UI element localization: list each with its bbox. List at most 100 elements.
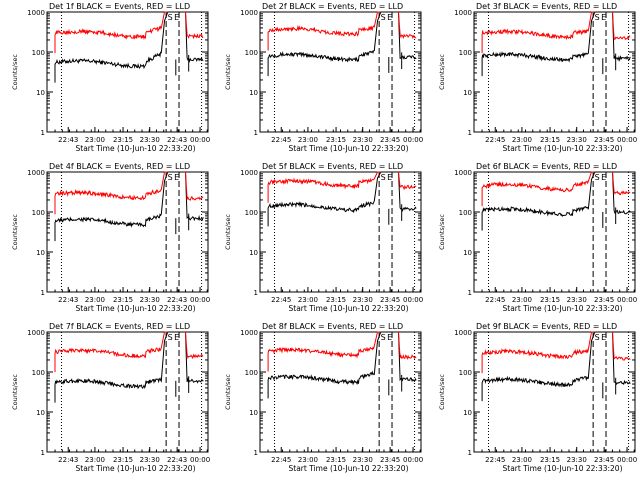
series-events-line [267, 11, 382, 77]
series-lld-after-line [398, 171, 417, 191]
x-tick-label: 23:15 [326, 456, 346, 464]
marker-e: E [601, 13, 606, 22]
panel-det-6: Det 6f BLACK = Events, RED = LLD 1 10 100 10… [438, 162, 637, 313]
y-tick-label: 100 [245, 369, 258, 377]
x-tick-label: 00:00 [190, 136, 210, 144]
x-tick-label: 22:45 [485, 136, 505, 144]
y-axis-label: Counts/sec [224, 374, 232, 410]
series-lld-after-line [185, 171, 204, 201]
x-tick-label: 00:00 [617, 456, 637, 464]
series-lld-line [267, 331, 381, 372]
x-tick-label: 22:43 [58, 136, 78, 144]
series-lld-line [481, 11, 595, 54]
marker-e: E [387, 13, 392, 22]
y-tick-label: 1 [254, 289, 258, 297]
x-tick-label: 23:15 [113, 136, 133, 144]
x-tick-label: 23:15 [113, 296, 133, 304]
y-tick-label: 1000 [240, 9, 258, 17]
marker-e: E [174, 13, 179, 22]
marker-s: S [168, 173, 173, 182]
x-tick-label: 23:15 [540, 456, 560, 464]
y-tick-label: 100 [459, 209, 472, 217]
series-lld-line [267, 171, 381, 203]
x-tick-label: 00:00 [403, 136, 423, 144]
series-events-after-line [612, 11, 631, 62]
series-lld-line [481, 331, 595, 374]
x-tick-label: 23:30 [567, 456, 587, 464]
y-tick-label: 10 [36, 89, 45, 97]
x-axis-label: Start Time (10-Jun-10 22:33:20) [76, 144, 196, 153]
y-tick-label: 100 [245, 49, 258, 57]
x-tick-label: 22:43 [58, 456, 78, 464]
series-lld-line [54, 171, 168, 215]
panel-title: Det 8f BLACK = Events, RED = LLD [262, 322, 403, 331]
panel-det-8: Det 8f BLACK = Events, RED = LLD 1 10 100 10… [224, 322, 423, 473]
series-lld-line [54, 11, 168, 54]
y-tick-label: 1000 [27, 9, 45, 17]
y-tick-label: 100 [459, 49, 472, 57]
x-tick-label: 00:00 [403, 456, 423, 464]
x-tick-label: 23:15 [113, 456, 133, 464]
x-tick-label: 22:43 [167, 136, 187, 144]
y-tick-label: 1000 [27, 329, 45, 337]
marker-e: E [174, 333, 179, 342]
series-events-line [267, 171, 382, 227]
series-lld-after-line [185, 331, 204, 360]
x-axis-label: Start Time (10-Jun-10 22:33:20) [503, 304, 623, 313]
x-tick-label: 23:30 [353, 296, 373, 304]
y-tick-label: 1 [41, 289, 45, 297]
panel-title: Det 1f BLACK = Events, RED = LLD [49, 2, 190, 11]
y-tick-label: 100 [459, 369, 472, 377]
x-tick-label: 22:45 [271, 296, 291, 304]
y-tick-label: 10 [463, 409, 472, 417]
marker-s: S [595, 333, 600, 342]
marker-s: S [595, 13, 600, 22]
marker-e: E [601, 333, 606, 342]
x-axis-label: Start Time (10-Jun-10 22:33:20) [289, 144, 409, 153]
marker-e: E [174, 173, 179, 182]
series-events-line [54, 331, 169, 403]
x-tick-label: 00:00 [403, 296, 423, 304]
x-tick-label: 23:30 [353, 456, 373, 464]
panel-det-2: Det 2f BLACK = Events, RED = LLD 1 10 100 10… [224, 2, 423, 153]
plot-frame [473, 11, 636, 133]
series-lld-line [54, 331, 168, 372]
y-tick-label: 1000 [240, 169, 258, 177]
series-events-line [481, 171, 596, 231]
y-tick-label: 10 [249, 409, 258, 417]
x-tick-label: 23:15 [326, 136, 346, 144]
x-tick-label: 23:15 [326, 296, 346, 304]
y-tick-label: 1 [41, 129, 45, 137]
x-tick-label: 22:43 [167, 456, 187, 464]
marker-e: E [601, 173, 606, 182]
panel-title: Det 7f BLACK = Events, RED = LLD [49, 322, 190, 331]
panel-title: Det 4f BLACK = Events, RED = LLD [49, 162, 190, 171]
x-tick-label: 00:00 [190, 296, 210, 304]
y-tick-label: 10 [463, 89, 472, 97]
panel-det-9: Det 9f BLACK = Events, RED = LLD 1 10 100 10… [438, 322, 637, 473]
plot-frame [46, 171, 209, 293]
x-tick-label: 23:00 [298, 456, 318, 464]
plot-frame [46, 11, 209, 133]
marker-s: S [381, 333, 386, 342]
x-tick-label: 22:43 [58, 296, 78, 304]
plot-frame [259, 171, 422, 293]
y-axis-label: Counts/sec [438, 54, 446, 90]
panel-det-4: Det 4f BLACK = Events, RED = LLD 1 10 100 10… [11, 162, 210, 313]
marker-s: S [168, 13, 173, 22]
x-tick-label: 23:45 [594, 296, 614, 304]
x-tick-label: 23:15 [540, 136, 560, 144]
x-tick-label: 23:00 [85, 136, 105, 144]
y-tick-label: 10 [36, 249, 45, 257]
y-tick-label: 100 [245, 209, 258, 217]
x-tick-label: 23:30 [140, 136, 160, 144]
marker-e: E [387, 333, 392, 342]
y-axis-label: Counts/sec [11, 54, 19, 90]
y-tick-label: 1 [254, 449, 258, 457]
x-tick-label: 23:30 [567, 296, 587, 304]
x-tick-label: 23:30 [140, 456, 160, 464]
y-tick-label: 100 [32, 369, 45, 377]
panel-det-1: Det 1f BLACK = Events, RED = LLD 1 10 100 10… [11, 2, 210, 153]
y-tick-label: 1000 [454, 9, 472, 17]
x-tick-label: 23:00 [512, 456, 532, 464]
